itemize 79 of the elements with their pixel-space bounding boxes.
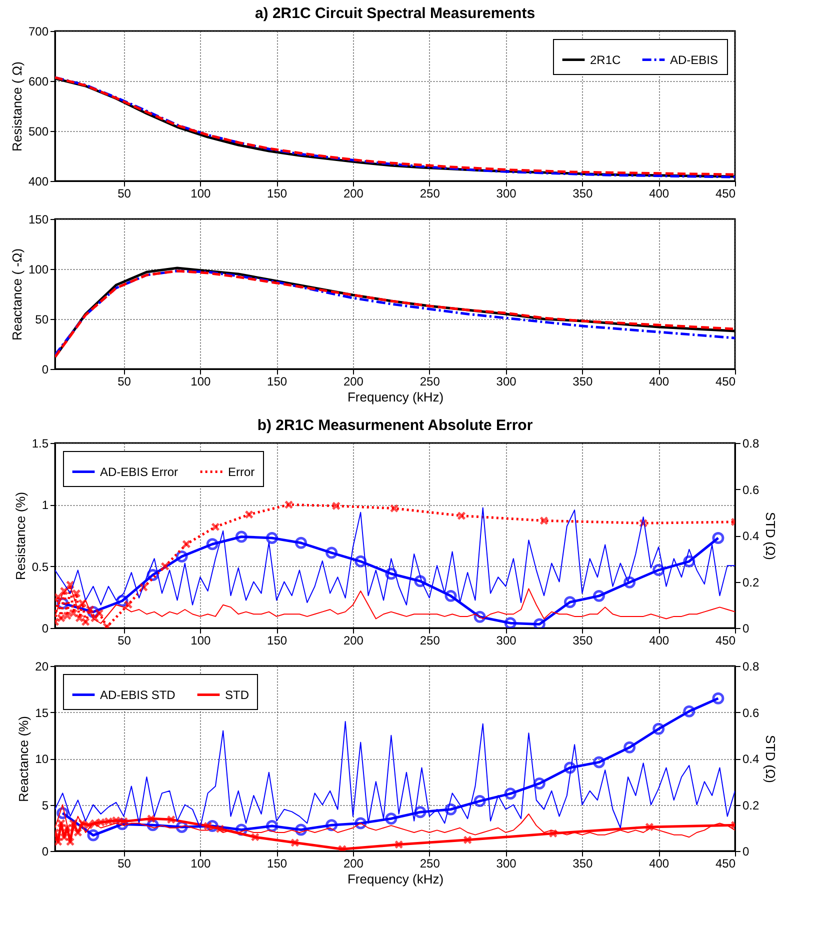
y-tick-label: 400 <box>28 174 49 188</box>
y2-tick-label: 0.2 <box>742 798 760 812</box>
y-tick-label: 0 <box>42 362 49 376</box>
x-tick-label: 250 <box>420 374 440 388</box>
y-tick-label: 0 <box>42 844 49 858</box>
x-tick-label: 350 <box>572 856 594 870</box>
y2-axis-title: STD (Ω) <box>763 512 778 560</box>
x-tick-label: 300 <box>496 856 517 870</box>
x-tick-label: 150 <box>267 374 288 388</box>
x-axis-title: Frequency (kHz) <box>347 390 444 404</box>
y2-tick-label: 0 <box>742 622 750 636</box>
x-tick-label: 350 <box>572 374 594 388</box>
y-tick-label: 100 <box>28 262 49 276</box>
y-tick-label: 50 <box>35 312 49 326</box>
legend-label: AD-EBIS STD <box>100 688 176 702</box>
x-tick-label: 200 <box>343 186 364 200</box>
x-tick-label: 450 <box>715 634 736 648</box>
y-tick-label: 700 <box>28 24 49 38</box>
y2-tick-label: 0.4 <box>742 752 760 766</box>
y2-tick-label: 0.2 <box>742 575 760 590</box>
y-tick-label: 15 <box>35 706 49 720</box>
legend-label: Error <box>228 464 255 479</box>
x-tick-label: 100 <box>190 374 211 388</box>
x-tick-label: 250 <box>420 856 440 870</box>
legend-label: STD <box>225 688 250 702</box>
y2-tick-label: 0.4 <box>742 529 760 543</box>
x-tick-label: 400 <box>649 856 670 870</box>
y-tick-label: 0.5 <box>32 560 49 574</box>
y-axis-title: Reactance ( -Ω) <box>9 248 24 341</box>
x-tick-label: 50 <box>118 374 132 388</box>
y-tick-label: 20 <box>35 660 49 674</box>
x-tick-label: 300 <box>496 186 517 200</box>
x-tick-label: 450 <box>715 186 736 200</box>
x-tick-label: 200 <box>343 856 364 870</box>
x-tick-label: 100 <box>190 856 211 870</box>
y-tick-label: 1.5 <box>32 436 49 450</box>
y-axis-title: Reactance (%) <box>16 716 32 802</box>
y2-tick-label: 0.8 <box>742 660 760 674</box>
y2-axis-title: STD (Ω) <box>763 735 778 783</box>
y-tick-label: 5 <box>42 798 49 812</box>
x-tick-label: 150 <box>267 186 288 200</box>
y2-tick-label: 0.8 <box>742 436 760 450</box>
y-tick-label: 600 <box>28 74 49 88</box>
x-tick-label: 250 <box>420 634 440 648</box>
x-tick-label: 50 <box>118 856 132 870</box>
x-tick-label: 400 <box>649 634 670 648</box>
y-tick-label: 10 <box>35 752 49 766</box>
x-tick-label: 450 <box>715 856 736 870</box>
x-tick-label: 350 <box>572 634 594 648</box>
y-tick-label: 1 <box>42 498 49 512</box>
x-tick-label: 100 <box>190 186 211 200</box>
y2-tick-label: 0 <box>742 844 750 858</box>
legend-label: 2R1C <box>590 52 622 67</box>
x-tick-label: 150 <box>267 856 288 870</box>
x-tick-label: 50 <box>118 186 132 200</box>
x-tick-label: 200 <box>343 634 364 648</box>
chart-title: b) 2R1C Measurmenent Absolute Error <box>257 417 533 434</box>
x-tick-label: 200 <box>343 374 364 388</box>
x-tick-label: 350 <box>572 186 594 200</box>
x-tick-label: 400 <box>649 186 670 200</box>
chart-title: a) 2R1C Circuit Spectral Measurements <box>254 5 536 22</box>
legend-label: AD-EBIS Error <box>100 464 178 479</box>
y-axis-title: Resistance (%) <box>12 492 28 580</box>
x-tick-label: 150 <box>267 634 288 648</box>
y-axis-title: Resistance ( Ω) <box>9 62 24 152</box>
y-tick-label: 150 <box>28 212 49 226</box>
x-tick-label: 250 <box>420 186 440 200</box>
y2-tick-label: 0.6 <box>742 706 760 720</box>
x-tick-label: 450 <box>715 374 736 388</box>
x-tick-label: 100 <box>190 634 211 648</box>
x-axis-title: Frequency (kHz) <box>347 872 444 886</box>
y-tick-label: 0 <box>42 622 49 636</box>
y-tick-label: 500 <box>28 124 49 138</box>
y2-tick-label: 0.6 <box>742 482 760 497</box>
x-tick-label: 300 <box>496 374 517 388</box>
x-tick-label: 50 <box>118 634 132 648</box>
x-tick-label: 400 <box>649 374 670 388</box>
legend-label: AD-EBIS <box>670 52 718 67</box>
x-tick-label: 300 <box>496 634 517 648</box>
